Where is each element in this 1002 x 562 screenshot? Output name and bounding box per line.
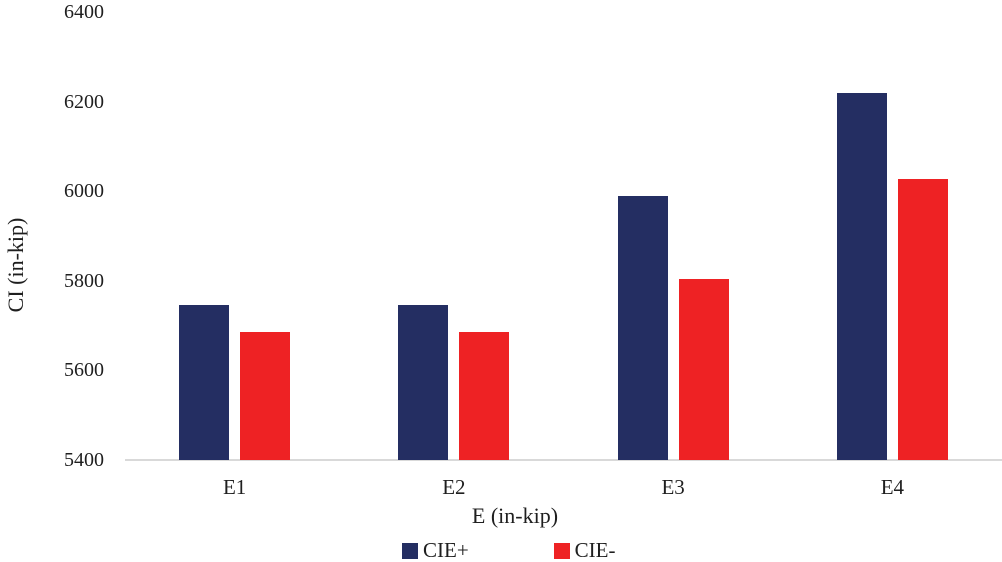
y-tick-label: 6200 bbox=[64, 90, 104, 113]
bar-cieplus-e1 bbox=[179, 305, 230, 460]
x-category-label-e3: E3 bbox=[661, 475, 685, 499]
bar-cieplus-e3 bbox=[617, 195, 668, 460]
y-axis-tick-labels: 5400 5600 5800 6000 6200 6400 bbox=[0, 0, 104, 562]
bar-cieminus-e1 bbox=[240, 332, 291, 460]
y-tick-label: 5600 bbox=[64, 359, 104, 382]
legend: CIE+ CIE- bbox=[402, 540, 616, 561]
legend-item-cieminus: CIE- bbox=[553, 538, 616, 562]
x-category-label-e1: E1 bbox=[222, 475, 247, 499]
legend-swatch-icon bbox=[553, 542, 570, 559]
y-tick-label: 6400 bbox=[64, 1, 104, 23]
legend-swatch-icon bbox=[402, 542, 418, 559]
x-axis-line bbox=[125, 459, 1002, 461]
x-category-label-e4: E4 bbox=[880, 475, 905, 499]
bar-cieplus-e4 bbox=[836, 92, 887, 460]
bar-cieminus-e3 bbox=[678, 278, 729, 460]
legend-label: CIE+ bbox=[423, 538, 469, 562]
legend-item-cieplus: CIE+ bbox=[402, 540, 469, 561]
y-tick-label: 5800 bbox=[64, 269, 104, 292]
x-axis-category-labels: E1 E2 E3 E4 bbox=[125, 476, 1002, 498]
y-tick-label: 6000 bbox=[64, 180, 104, 203]
y-tick-label: 5400 bbox=[64, 449, 104, 471]
plot-area bbox=[125, 0, 1002, 562]
bar-cieplus-e2 bbox=[398, 305, 449, 460]
x-category-label-e2: E2 bbox=[442, 475, 466, 499]
bar-cieminus-e4 bbox=[897, 178, 948, 460]
legend-label: CIE- bbox=[574, 538, 616, 562]
bar-cieminus-e2 bbox=[459, 332, 510, 460]
x-axis-title: E (in-kip) bbox=[471, 503, 559, 528]
